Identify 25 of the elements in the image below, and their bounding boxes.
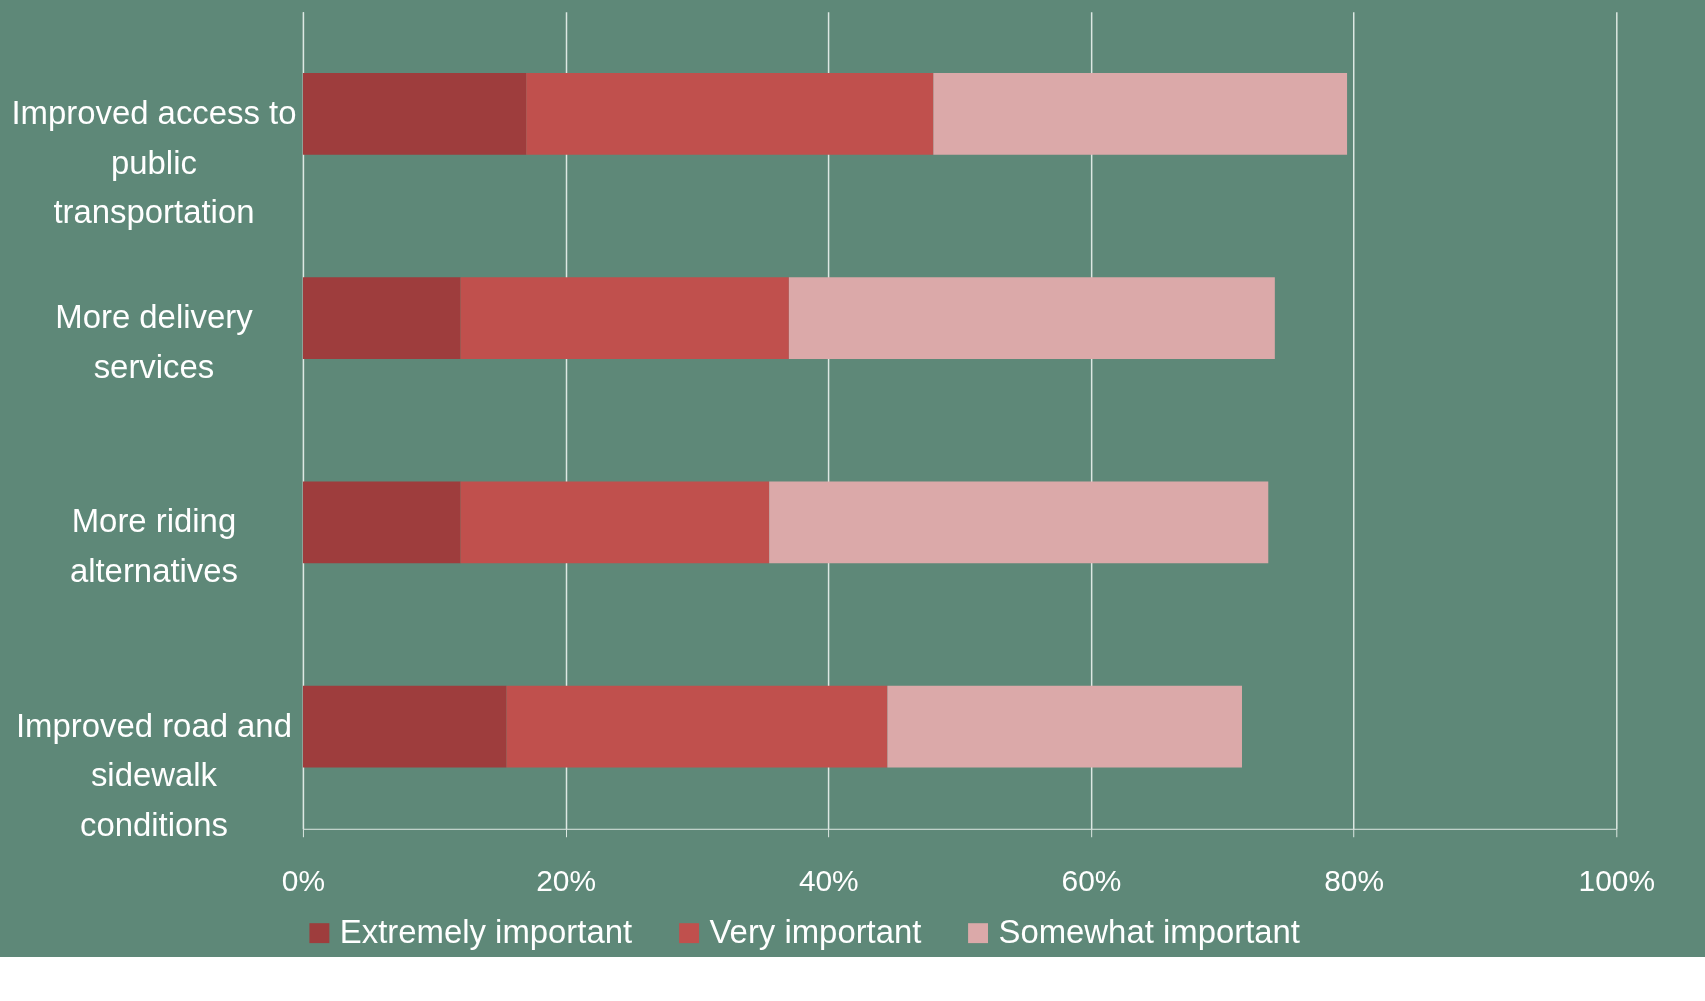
y-tick-label: Improved road and sidewalk conditions xyxy=(15,706,292,844)
x-tick-label: 80% xyxy=(1324,864,1385,898)
x-tick-label: 60% xyxy=(1061,864,1122,898)
bar xyxy=(526,72,934,155)
x-tick-label: 20% xyxy=(536,864,597,898)
y-tick-label: More delivery services xyxy=(55,298,254,385)
bar xyxy=(788,277,1275,359)
bar xyxy=(302,72,527,155)
legend-label: Extremely important xyxy=(339,913,633,951)
bar xyxy=(302,685,507,768)
bar xyxy=(460,481,770,564)
bar xyxy=(302,481,461,564)
x-tick-label: 0% xyxy=(281,864,326,898)
bar xyxy=(887,685,1242,768)
y-tick-label: Improved access to public transportation xyxy=(11,93,297,231)
bar xyxy=(769,481,1269,564)
bar xyxy=(506,685,888,768)
bar xyxy=(460,277,789,359)
x-tick-label: 100% xyxy=(1578,864,1656,898)
bar xyxy=(302,277,461,359)
bar xyxy=(933,72,1348,155)
x-tick-label: 40% xyxy=(798,864,859,898)
y-tick-label: More riding alternatives xyxy=(69,502,239,590)
legend-label: Somewhat important xyxy=(998,913,1300,951)
legend-label: Very important xyxy=(709,913,922,951)
